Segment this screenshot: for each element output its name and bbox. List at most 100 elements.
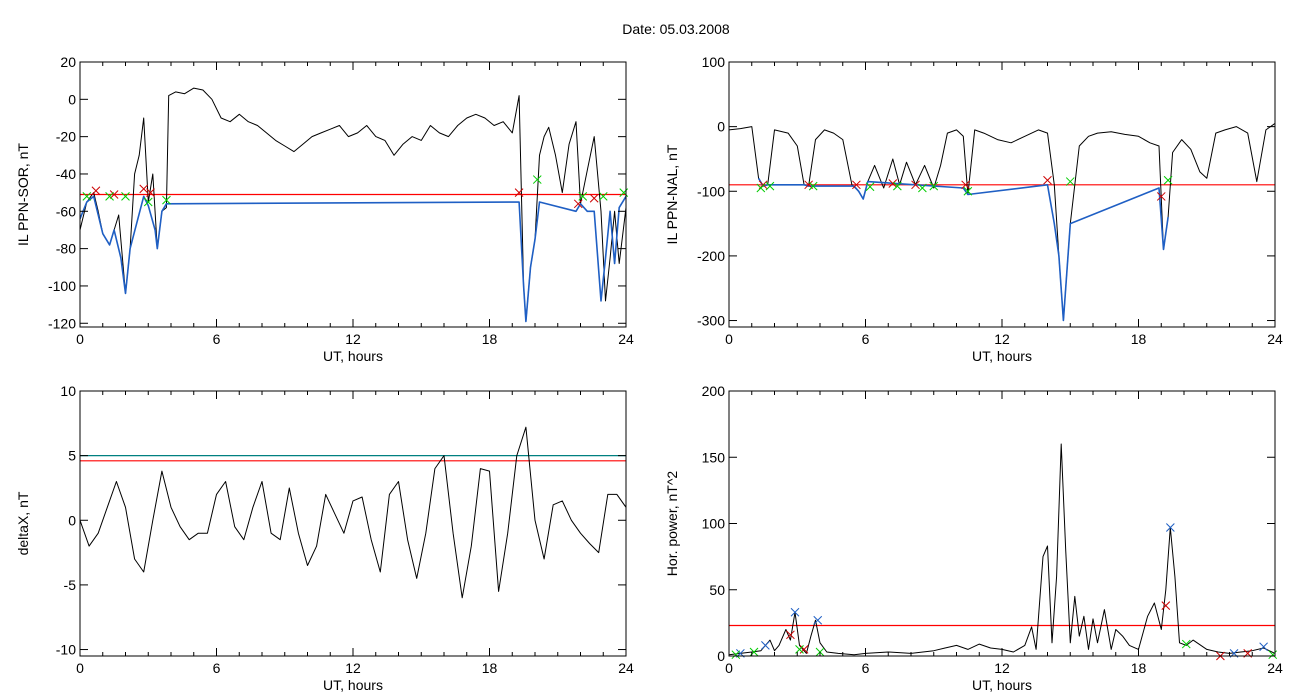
event-marker <box>1065 177 1075 186</box>
event-marker <box>105 192 114 201</box>
event-marker <box>731 650 741 660</box>
y-tick-label: 10 <box>60 383 76 399</box>
y-tick-label: -10 <box>56 642 76 658</box>
event-marker <box>162 195 171 205</box>
y-tick-label: -100 <box>48 278 76 294</box>
event-marker <box>756 183 766 193</box>
y-tick-label: 150 <box>702 449 726 465</box>
event-marker <box>82 192 92 201</box>
x-axis-label: UT, hours <box>972 677 1032 693</box>
y-tick-label: 200 <box>702 383 726 399</box>
x-tick-label: 0 <box>76 660 84 676</box>
x-tick-label: 6 <box>213 660 221 676</box>
y-tick-label: 0 <box>68 512 76 528</box>
event-marker <box>143 197 153 207</box>
event-marker <box>139 184 149 194</box>
y-tick-label: -120 <box>48 315 76 331</box>
y-tick-label: 5 <box>68 448 76 464</box>
event-marker <box>598 192 608 201</box>
event-marker <box>1259 642 1268 652</box>
plot-frame <box>728 61 1276 328</box>
event-marker <box>799 645 809 654</box>
event-marker <box>813 615 823 625</box>
event-marker <box>765 181 775 191</box>
x-tick-label: 6 <box>862 331 870 347</box>
x-tick-label: 12 <box>345 331 361 347</box>
x-tick-label: 24 <box>618 331 634 347</box>
event-marker <box>852 180 861 190</box>
plot-frame <box>728 390 1276 657</box>
x-tick-label: 18 <box>1131 660 1147 676</box>
y-tick-label: 100 <box>702 516 726 532</box>
chart-panel-1: 0 6 12 18 24 20 0 -20 -40 -60 -80 -100 -120 UT, hours… <box>15 54 634 364</box>
event-marker <box>786 630 795 640</box>
y-tick-label: 0 <box>717 648 725 664</box>
event-marker <box>918 183 927 193</box>
x-tick-label: 12 <box>994 331 1010 347</box>
event-marker <box>532 175 542 184</box>
y-tick-label: -40 <box>56 166 76 182</box>
series-line <box>729 122 1275 321</box>
event-marker <box>911 180 920 190</box>
x-axis-label: UT, hours <box>323 348 383 364</box>
x-axis-label: UT, hours <box>972 348 1032 364</box>
x-tick-label: 12 <box>994 660 1010 676</box>
x-tick-label: 24 <box>1267 331 1283 347</box>
x-tick-label: 6 <box>862 660 870 676</box>
event-marker <box>790 607 800 617</box>
highlight-series-line <box>757 177 1169 322</box>
event-marker <box>573 199 583 209</box>
y-tick-label: -5 <box>64 577 77 593</box>
x-tick-label: 12 <box>345 660 361 676</box>
event-marker <box>929 181 939 191</box>
series-line <box>80 87 626 322</box>
y-tick-label: -300 <box>697 313 725 329</box>
event-marker <box>109 190 119 199</box>
y-axis-label: IL PPN-SOR, nT <box>15 143 31 246</box>
event-marker <box>761 641 770 650</box>
event-marker <box>146 188 155 197</box>
event-marker <box>808 181 818 191</box>
x-tick-label: 18 <box>1131 331 1147 347</box>
chart-panel-3: 0 6 12 18 24 10 5 0 -5 -10 UT, hours deltaX, nT <box>15 383 634 693</box>
event-marker <box>888 179 898 188</box>
y-tick-label: -80 <box>56 241 76 257</box>
y-tick-label: 0 <box>717 119 725 135</box>
x-tick-label: 0 <box>725 660 733 676</box>
x-tick-label: 24 <box>1267 660 1283 676</box>
event-marker <box>589 193 599 203</box>
y-axis-label: deltaX, nT <box>15 491 31 555</box>
y-tick-label: -200 <box>697 248 725 264</box>
event-marker <box>1163 175 1173 185</box>
y-tick-label: -20 <box>56 129 76 145</box>
y-tick-label: 20 <box>60 54 76 70</box>
highlight-series-line <box>80 195 626 323</box>
x-tick-label: 24 <box>618 660 634 676</box>
chart-panel-2: 0 6 12 18 24 100 0 -100 -200 -300 UT, hours IL PPN-… <box>664 54 1283 364</box>
x-tick-label: 0 <box>725 331 733 347</box>
event-marker <box>963 186 973 196</box>
figure-title: Date: 05.03.2008 <box>622 21 730 37</box>
x-tick-label: 18 <box>482 331 498 347</box>
event-marker <box>619 188 629 197</box>
chart-panel-4: 0 6 12 18 24 200 150 100 50 0 UT, hours Hor. power,… <box>664 383 1283 693</box>
x-tick-label: 6 <box>213 331 221 347</box>
event-marker <box>1161 601 1171 611</box>
y-tick-label: 50 <box>709 582 725 598</box>
y-tick-label: -60 <box>56 203 76 219</box>
event-marker <box>1156 192 1166 201</box>
event-marker <box>578 192 588 201</box>
event-marker <box>1181 639 1191 649</box>
y-axis-label: IL PPN-NAL, nT <box>664 144 680 244</box>
event-marker <box>892 181 902 191</box>
x-tick-label: 0 <box>76 331 84 347</box>
y-tick-label: -100 <box>697 183 725 199</box>
event-marker <box>91 186 101 196</box>
y-tick-label: 100 <box>702 54 726 70</box>
y-axis-label: Hor. power, nT^2 <box>664 471 680 577</box>
x-tick-label: 18 <box>482 660 498 676</box>
event-marker <box>1043 175 1052 185</box>
series-line <box>80 426 626 599</box>
